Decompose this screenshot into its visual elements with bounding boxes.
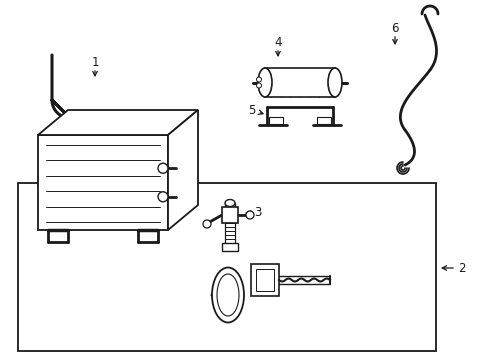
Bar xyxy=(222,243,238,251)
Text: 6: 6 xyxy=(390,22,398,35)
Circle shape xyxy=(158,192,168,202)
Polygon shape xyxy=(38,135,168,230)
Polygon shape xyxy=(168,110,198,230)
Ellipse shape xyxy=(327,68,341,97)
Bar xyxy=(18,183,435,351)
Circle shape xyxy=(245,211,253,219)
Text: 5: 5 xyxy=(248,104,255,117)
Ellipse shape xyxy=(258,68,271,97)
Circle shape xyxy=(203,220,210,228)
Ellipse shape xyxy=(212,267,244,323)
Bar xyxy=(264,68,334,97)
Circle shape xyxy=(256,83,261,88)
Text: 1: 1 xyxy=(91,55,99,68)
Bar xyxy=(256,269,273,291)
Bar xyxy=(316,117,330,124)
Bar xyxy=(222,207,238,223)
Circle shape xyxy=(158,163,168,173)
FancyBboxPatch shape xyxy=(129,112,141,124)
Text: 2: 2 xyxy=(457,261,465,274)
Circle shape xyxy=(256,77,261,82)
Bar xyxy=(268,117,283,124)
Text: 4: 4 xyxy=(274,36,281,49)
Bar xyxy=(250,264,279,296)
Polygon shape xyxy=(38,110,198,135)
Text: 3: 3 xyxy=(254,207,261,220)
Ellipse shape xyxy=(224,199,235,207)
